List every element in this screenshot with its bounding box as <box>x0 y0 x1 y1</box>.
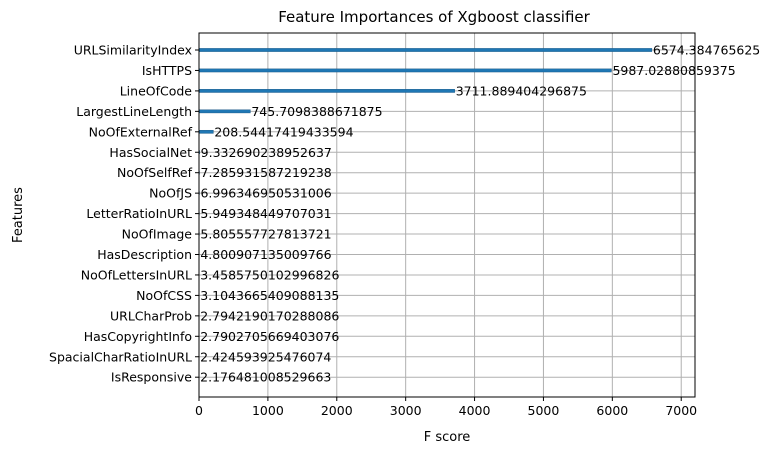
y-tick-label: LetterRatioInURL <box>86 206 192 221</box>
bar <box>198 129 214 134</box>
bar <box>198 109 251 114</box>
bar-value-label: 3.1043665409088135 <box>200 288 339 303</box>
y-axis-label: Features <box>11 187 26 243</box>
axis-layer: 0 1000 2000 3000 4000 5000 6000 7000 URLSimilari… <box>49 32 697 418</box>
x-tick-label: 3000 <box>390 403 422 418</box>
bar-value-label: 2.7942190170288086 <box>200 308 339 323</box>
bar-value-label: 5.805557727813721 <box>200 227 331 242</box>
bar-value-label: 9.332690238952637 <box>201 145 332 160</box>
y-tick-label: LargestLineLength <box>76 104 192 119</box>
bar-value-label: 208.54417419433594 <box>214 124 353 139</box>
bar-value-label: 2.424593925476074 <box>200 349 331 364</box>
x-axis-label: F score <box>424 430 471 445</box>
bar <box>198 68 612 73</box>
bar-value-label: 6.996346950531006 <box>200 186 331 201</box>
y-tick-label: URLSimilarityIndex <box>74 43 192 58</box>
bar-value-label: 5.949348449707031 <box>200 206 331 221</box>
y-tick-label: HasCopyrightInfo <box>84 329 192 344</box>
y-tick-label: HasDescription <box>97 247 192 262</box>
y-tick-label: NoOfExternalRef <box>89 124 193 139</box>
x-tick-label: 4000 <box>459 403 491 418</box>
bar-value-label: 3711.889404296875 <box>456 83 587 98</box>
y-tick-label: NoOfLettersInURL <box>81 267 192 282</box>
bar-value-label: 745.7098388671875 <box>251 104 382 119</box>
bar-value-label: 6574.384765625 <box>653 43 760 58</box>
y-tick-label: NoOfJS <box>149 186 192 201</box>
bar-value-label: 7.285931587219238 <box>201 165 332 180</box>
chart-title: Feature Importances of Xgboost classifie… <box>278 8 590 26</box>
plot-frame <box>198 32 696 398</box>
y-tick-label: HasSocialNet <box>109 145 192 160</box>
bar <box>198 89 455 93</box>
y-tick-label: LineOfCode <box>120 83 193 98</box>
bar <box>198 48 653 52</box>
x-tick-label: 6000 <box>596 403 628 418</box>
bar-value-label: 4.800907135009766 <box>200 247 331 262</box>
y-tick-label: NoOfSelfRef <box>117 165 193 180</box>
grid-layer <box>198 33 695 397</box>
x-tick-label: 5000 <box>528 403 560 418</box>
x-tick-label: 7000 <box>665 403 697 418</box>
data-label-layer: 6574.384765625 5987.02880859375 3711.88940… <box>200 43 760 385</box>
x-tick-label: 1000 <box>252 403 284 418</box>
bar-value-label: 3.4585750102996826 <box>200 267 339 282</box>
y-tick-label: NoOfImage <box>122 227 193 242</box>
bar-value-label: 2.7902705669403076 <box>200 329 339 344</box>
y-tick-label: SpacialCharRatioInURL <box>49 349 192 364</box>
y-tick-label: URLCharProb <box>110 308 192 323</box>
y-tick-label: IsResponsive <box>111 370 192 385</box>
x-tick-label: 0 <box>195 403 203 418</box>
y-tick-label: IsHTTPS <box>142 63 192 78</box>
y-tick-label: NoOfCSS <box>136 288 192 303</box>
x-tick-label: 2000 <box>321 403 353 418</box>
bar-value-label: 2.176481008529663 <box>200 370 331 385</box>
bar-value-label: 5987.02880859375 <box>612 63 735 78</box>
